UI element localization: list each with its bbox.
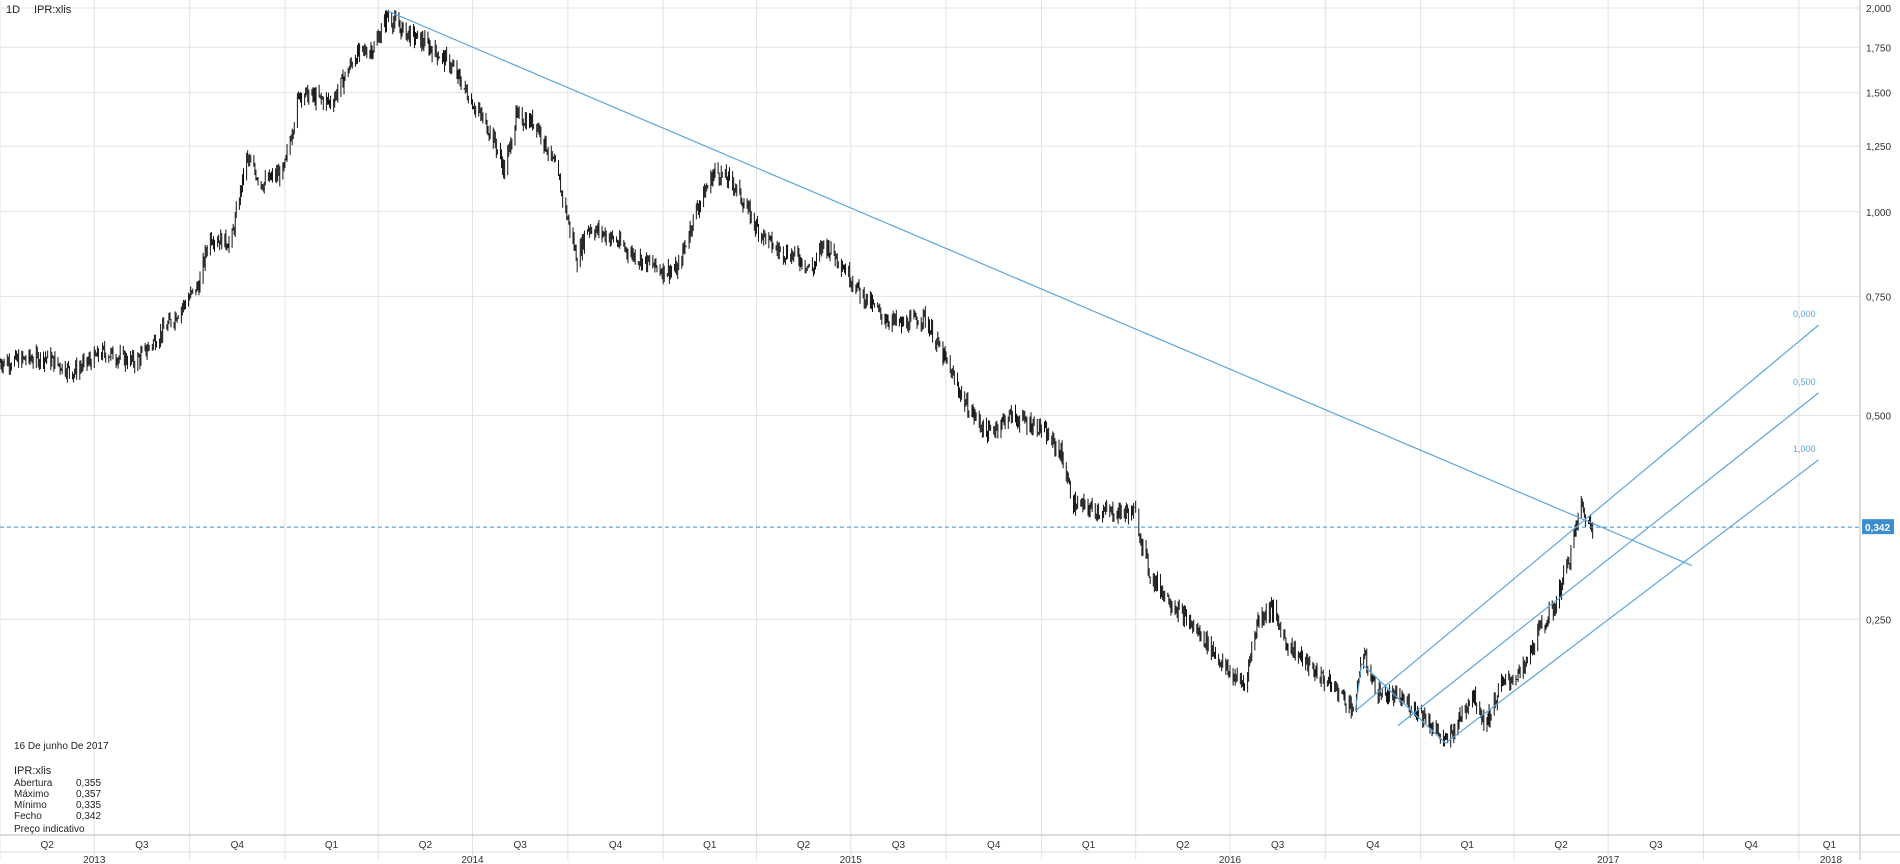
- fib-level-label: 1,000: [1793, 444, 1816, 454]
- x-year-label: 2014: [461, 855, 484, 864]
- fib-anchor-line: [1361, 663, 1446, 744]
- info-row-low: Mínimo 0,335: [14, 800, 101, 811]
- x-quarter-label: Q4: [987, 840, 1001, 851]
- x-quarter-label: Q1: [325, 840, 339, 851]
- info-close-value: 0,342: [76, 811, 102, 822]
- fib-level-label: 0,500: [1793, 377, 1816, 387]
- y-tick-label: 1,250: [1866, 142, 1891, 153]
- info-open-value: 0,355: [76, 778, 102, 789]
- x-quarter-label: Q3: [514, 840, 528, 851]
- price-bars: [0, 9, 1594, 748]
- info-close-label: Fecho: [14, 811, 42, 822]
- x-quarter-label: Q2: [419, 840, 433, 851]
- interval-label[interactable]: 1D: [6, 4, 21, 16]
- x-quarter-label: Q1: [1823, 840, 1837, 851]
- info-row-open: Abertura 0,355: [14, 778, 101, 789]
- x-quarter-label: Q3: [135, 840, 149, 851]
- fib-channel-line: [1445, 459, 1819, 744]
- x-year-label: 2013: [83, 855, 106, 864]
- info-high-label: Máximo: [14, 789, 50, 800]
- y-tick-label: 1,750: [1866, 43, 1891, 54]
- x-quarter-label: Q1: [703, 840, 717, 851]
- fib-level-label: 0,000: [1793, 309, 1816, 319]
- trendline: [387, 10, 1693, 567]
- fib-anchor-line: [1354, 663, 1363, 712]
- y-tick-label: 0,750: [1866, 292, 1891, 303]
- x-quarter-label: Q2: [1176, 840, 1190, 851]
- x-quarter-label: Q4: [1745, 840, 1759, 851]
- y-tick-label: 0,250: [1866, 615, 1891, 626]
- fib-channel-line: [1354, 324, 1819, 712]
- x-year-label: 2018: [1820, 855, 1843, 864]
- symbol-label[interactable]: IPR:xlis: [34, 4, 72, 16]
- info-row-close: Fecho 0,342: [14, 811, 101, 822]
- info-row-high: Máximo 0,357: [14, 789, 101, 800]
- x-year-label: 2016: [1219, 855, 1242, 864]
- x-quarter-label: Q3: [1649, 840, 1663, 851]
- y-tick-label: 1,500: [1866, 89, 1891, 100]
- fib-channel-line: [1397, 392, 1819, 727]
- info-note: Preço indicativo: [14, 824, 85, 835]
- x-quarter-label: Q2: [40, 840, 54, 851]
- x-quarter-label: Q4: [231, 840, 245, 851]
- y-tick-label: 1,000: [1866, 208, 1891, 219]
- info-date: 16 De junho De 2017: [14, 741, 109, 752]
- x-quarter-label: Q4: [609, 840, 623, 851]
- info-low-label: Mínimo: [14, 800, 47, 811]
- info-high-value: 0,357: [76, 789, 102, 800]
- x-quarter-label: Q2: [797, 840, 811, 851]
- x-quarter-label: Q4: [1366, 840, 1380, 851]
- x-quarter-label: Q2: [1554, 840, 1568, 851]
- info-symbol: IPR:xlis: [14, 765, 52, 777]
- info-open-label: Abertura: [14, 778, 53, 789]
- last-price-label: 0,342: [1865, 523, 1890, 534]
- info-low-value: 0,335: [76, 800, 102, 811]
- y-tick-label: 2,000: [1866, 4, 1891, 15]
- last-price-badge: [1862, 519, 1894, 535]
- x-year-label: 2017: [1597, 855, 1620, 864]
- x-quarter-label: Q1: [1082, 840, 1096, 851]
- y-tick-label: 0,500: [1866, 412, 1891, 423]
- x-quarter-label: Q3: [892, 840, 906, 851]
- x-quarter-label: Q3: [1271, 840, 1285, 851]
- x-quarter-label: Q1: [1461, 840, 1475, 851]
- x-year-label: 2015: [840, 855, 863, 864]
